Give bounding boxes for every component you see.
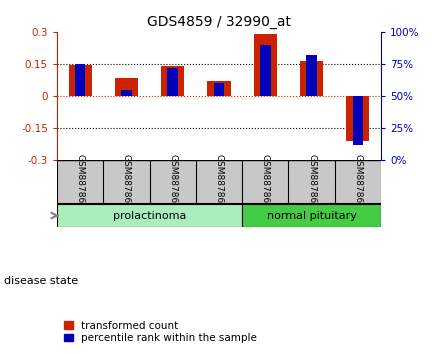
Bar bbox=[167, 68, 178, 96]
Bar bbox=[57, 205, 242, 227]
Bar bbox=[260, 45, 271, 96]
Text: GSM887861: GSM887861 bbox=[122, 154, 131, 209]
Bar bbox=[115, 78, 138, 96]
Bar bbox=[161, 66, 184, 96]
Bar bbox=[214, 83, 224, 96]
Text: GSM887862: GSM887862 bbox=[168, 154, 177, 209]
Bar bbox=[346, 96, 370, 141]
Bar bbox=[300, 61, 323, 96]
Bar bbox=[208, 81, 230, 96]
Text: normal pituitary: normal pituitary bbox=[267, 211, 357, 221]
Text: prolactinoma: prolactinoma bbox=[113, 211, 186, 221]
Title: GDS4859 / 32990_at: GDS4859 / 32990_at bbox=[147, 16, 291, 29]
Bar bbox=[242, 205, 381, 227]
Text: disease state: disease state bbox=[4, 276, 78, 286]
Bar bbox=[307, 55, 317, 96]
Bar bbox=[68, 65, 92, 96]
Text: GSM887864: GSM887864 bbox=[261, 154, 270, 209]
Legend: transformed count, percentile rank within the sample: transformed count, percentile rank withi… bbox=[62, 319, 259, 345]
Bar bbox=[254, 34, 277, 96]
Text: GSM887863: GSM887863 bbox=[215, 154, 223, 209]
Bar bbox=[75, 64, 85, 96]
Text: GSM887866: GSM887866 bbox=[353, 154, 362, 209]
Bar bbox=[121, 90, 131, 96]
Bar bbox=[353, 96, 363, 145]
Text: GSM887860: GSM887860 bbox=[76, 154, 85, 209]
Text: GSM887865: GSM887865 bbox=[307, 154, 316, 209]
